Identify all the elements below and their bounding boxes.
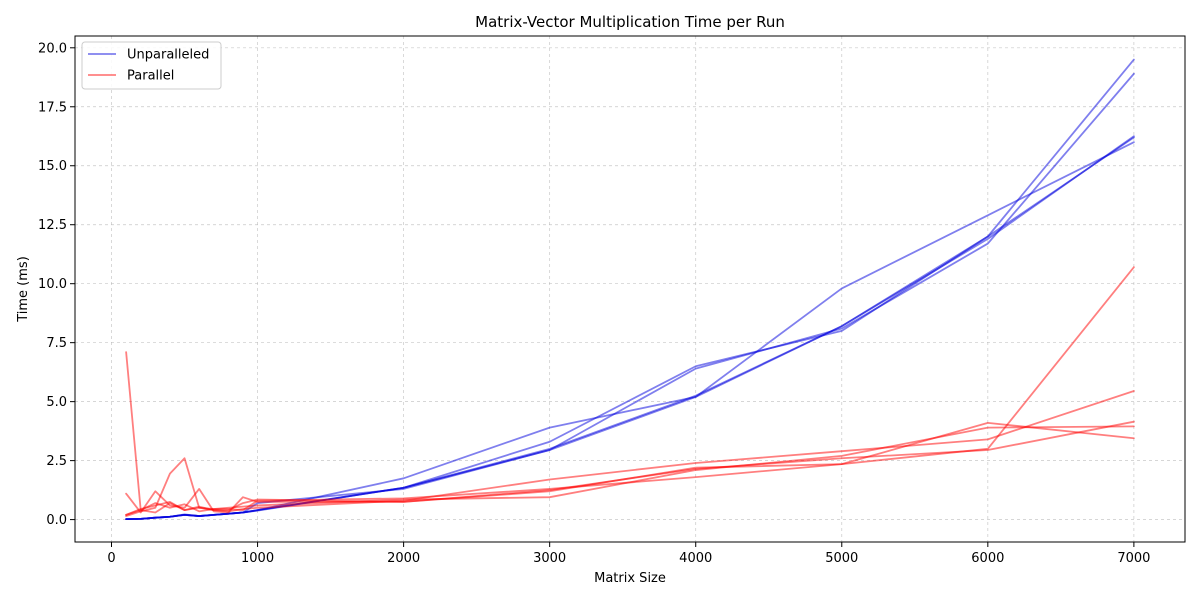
x-tick-label: 6000 <box>971 551 1004 566</box>
grid <box>75 36 1185 542</box>
plot-frame <box>74 35 1186 543</box>
x-tick-label: 1000 <box>241 551 274 566</box>
x-axis-title: Matrix Size <box>594 571 666 586</box>
axis-ticks: 0 1000 2000 3000 4000 5000 6000 7000 0.0 2.5 5.0 7.… <box>38 41 1150 566</box>
y-tick-label: 10.0 <box>38 277 67 292</box>
x-tick-label: 2000 <box>387 551 420 566</box>
y-tick-label: 20.0 <box>38 41 67 56</box>
y-axis-title: Time (ms) <box>16 256 31 323</box>
parallel-series-line-7 <box>125 390 1135 517</box>
parallel-series-line-6 <box>125 266 1135 514</box>
chart-title: Matrix-Vector Multiplication Time per Ru… <box>475 13 785 31</box>
y-tick-label: 5.0 <box>46 395 67 410</box>
y-tick-label: 2.5 <box>46 454 67 469</box>
y-tick-label: 15.0 <box>38 159 67 174</box>
x-tick-label: 3000 <box>533 551 566 566</box>
x-tick-label: 5000 <box>825 551 858 566</box>
legend-label-unparalleled: Unparalleled <box>127 48 209 63</box>
y-tick-label: 0.0 <box>46 513 67 528</box>
x-tick-label: 7000 <box>1117 551 1150 566</box>
legend-label-parallel: Parallel <box>127 69 174 84</box>
y-tick-label: 12.5 <box>38 218 67 233</box>
legend: Unparalleled Parallel <box>81 41 222 90</box>
parallel-series-line-9 <box>125 420 1135 516</box>
x-tick-label: 0 <box>107 551 115 566</box>
series-lines <box>125 58 1135 521</box>
x-tick-label: 4000 <box>679 551 712 566</box>
y-tick-label: 17.5 <box>38 100 67 115</box>
y-tick-label: 7.5 <box>46 336 67 351</box>
legend-box <box>81 41 222 90</box>
unparalleled-series-line-4 <box>125 141 1135 521</box>
